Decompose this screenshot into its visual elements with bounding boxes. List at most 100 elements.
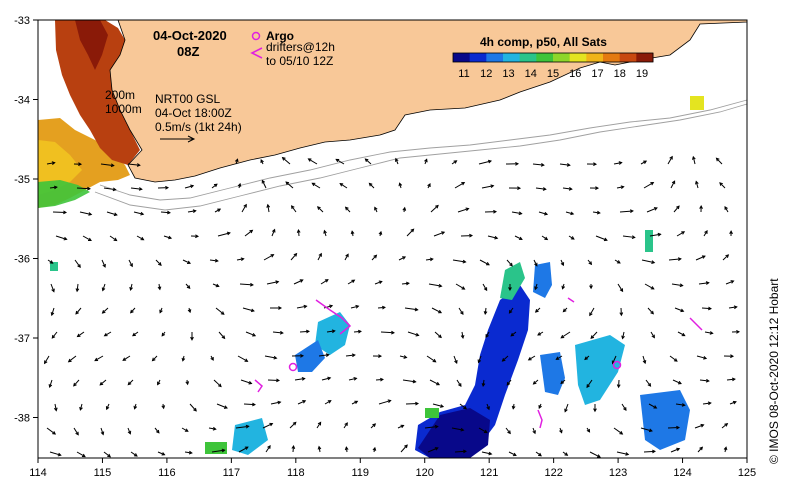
current-vector-head: [424, 158, 428, 163]
colorbar-tick-label: 13: [502, 68, 514, 80]
current-vector-head: [394, 157, 399, 162]
current-vector: [236, 258, 244, 261]
current-vector: [559, 163, 570, 166]
current-vector: [694, 424, 704, 429]
current-vector: [481, 185, 494, 189]
current-vector-head: [327, 376, 332, 381]
current-vector: [592, 211, 600, 214]
current-vector: [699, 379, 709, 382]
current-vector: [318, 354, 329, 357]
current-vector: [676, 231, 685, 237]
current-vector-head: [642, 360, 647, 365]
current-vector: [505, 427, 511, 434]
current-vector-head: [303, 304, 308, 309]
current-vector-head: [719, 182, 723, 186]
isobath-lines: [94, 99, 748, 211]
current-vector: [671, 283, 683, 287]
current-vector-head: [63, 210, 68, 215]
current-vector: [541, 235, 548, 240]
current-vector: [244, 229, 253, 237]
current-vector-head: [127, 381, 132, 386]
current-vector-head: [52, 431, 57, 435]
current-vector-head: [94, 357, 99, 362]
current-vector-head: [669, 155, 673, 160]
sst-green-stripe: [500, 262, 525, 300]
y-tick-label: -36: [14, 254, 30, 266]
current-vector: [282, 157, 291, 165]
current-vector: [672, 379, 682, 385]
current-vector: [702, 402, 711, 405]
argo-legend-icon: [251, 31, 261, 41]
current-vector-head: [509, 262, 513, 267]
current-vector: [433, 231, 445, 237]
current-vector-head: [566, 163, 571, 167]
current-vector: [716, 157, 723, 165]
current-vector-head: [217, 383, 222, 388]
current-scale: 0.5m/s (1kt 24h): [155, 120, 242, 134]
current-vector-head: [603, 237, 608, 242]
current-vector-head: [679, 283, 684, 288]
current-vector: [130, 307, 136, 314]
current-vector-head: [217, 208, 222, 212]
current-vector-head: [493, 209, 498, 214]
current-vector-head: [463, 405, 468, 410]
current-vector-head: [510, 332, 515, 337]
current-vector-head: [344, 206, 349, 211]
current-vector-head: [379, 377, 384, 382]
current-vector-head: [378, 280, 383, 285]
current-vector: [263, 254, 274, 261]
current-vector: [697, 446, 703, 453]
sst-green-small: [205, 442, 227, 454]
current-vector-head: [213, 183, 218, 188]
current-vector: [68, 355, 77, 363]
drifter-legend-sublabel: to 05/10 12Z: [266, 54, 333, 68]
current-vector-head: [415, 401, 420, 406]
current-vector-head: [616, 384, 621, 389]
y-tick-label: -34: [14, 95, 30, 107]
current-vector: [425, 258, 433, 261]
current-vector-head: [186, 285, 191, 290]
current-vector-head: [107, 453, 112, 458]
current-vector-head: [260, 158, 264, 163]
current-vector-head: [275, 280, 280, 284]
current-vector: [76, 187, 90, 190]
current-vector-head: [725, 254, 730, 258]
current-vector: [79, 211, 92, 215]
current-vector-head: [161, 405, 166, 410]
current-vector: [243, 403, 255, 406]
y-tick-label: -33: [14, 15, 30, 27]
current-vector-head: [559, 429, 563, 434]
current-vectors: [44, 155, 741, 458]
current-vector: [235, 425, 249, 429]
sst-green-west: [38, 180, 90, 208]
current-vector: [262, 423, 273, 429]
sst-blue-far-east: [640, 390, 690, 450]
current-vector-head: [100, 431, 105, 436]
current-vector: [645, 379, 651, 387]
current-vector: [434, 331, 442, 338]
current-vector: [160, 211, 170, 214]
current-vector-head: [307, 158, 312, 162]
current-vector: [451, 427, 464, 431]
current-vector-head: [168, 235, 173, 240]
current-vector: [316, 422, 322, 429]
current-vector-head: [534, 309, 539, 313]
current-vector-head: [616, 260, 621, 264]
current-vector-head: [193, 407, 197, 412]
current-vector: [49, 186, 57, 189]
current-vector-head: [50, 312, 55, 317]
current-vector: [378, 400, 391, 405]
colorbar-swatch: [536, 53, 554, 62]
current-vector: [308, 158, 318, 165]
current-vector: [722, 254, 729, 261]
current-vector-head: [732, 400, 737, 405]
current-vector-head: [374, 206, 378, 211]
current-vector-head: [57, 452, 62, 457]
current-vector: [721, 423, 728, 429]
current-vector-head: [460, 334, 465, 340]
current-vector-head: [350, 230, 355, 235]
current-vector: [670, 448, 680, 453]
current-vector-head: [267, 445, 271, 449]
current-vector: [51, 307, 55, 316]
colorbar-tick-label: 17: [591, 68, 603, 80]
